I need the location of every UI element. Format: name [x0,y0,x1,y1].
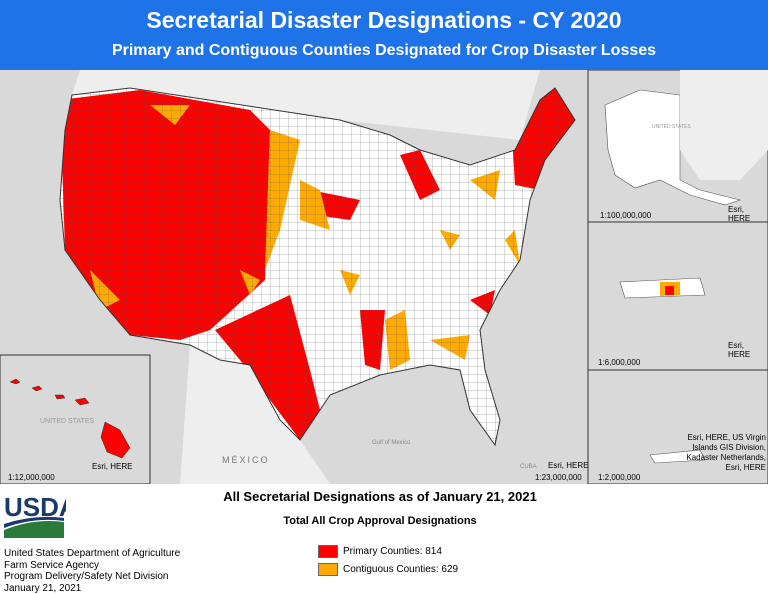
title: Secretarial Disaster Designations - CY 2… [0,7,768,34]
map-label: Gulf of Mexico [372,440,410,446]
header: Secretarial Disaster Designations - CY 2… [0,0,768,70]
map-label: MÉXICO [222,455,270,465]
pr-attribution: Esri, HERE [728,341,768,359]
vi-attribution: Esri, HERE, US Virgin Islands GIS Divisi… [680,433,766,473]
legend: Primary Counties: 814 Contiguous Counties… [318,542,458,578]
map-area [0,70,768,484]
legend-label: Primary Counties: 814 [343,546,442,557]
pr-scale: 1:6,000,000 [598,358,640,367]
legend-label: Contiguous Counties: 629 [343,564,458,575]
alaska-attribution: Esri, HERE [728,205,768,223]
main-attribution: Esri, HERE [548,461,588,470]
alaska-inset [588,70,768,222]
footer-subheading: Total All Crop Approval Designations [180,515,580,527]
agency-line: January 21, 2021 [4,583,180,594]
map-label: UNITED STATES [652,124,691,130]
agency-line: Program Delivery/Safety Net Division [4,571,180,583]
main-scale: 1:23,000,000 [535,473,582,482]
map-label: UNITED STATES [40,418,94,425]
legend-swatch [318,563,338,576]
legend-item: Primary Counties: 814 [318,542,458,560]
hawaii-attribution: Esri, HERE [92,462,132,471]
usda-logo: USDA [4,490,66,540]
vi-scale: 1:2,000,000 [598,473,640,482]
agency-line: Farm Service Agency [4,560,180,572]
legend-swatch [318,545,338,558]
subtitle: Primary and Contiguous Counties Designat… [0,42,768,60]
agency-line: United States Department of Agriculture [4,548,180,560]
hawaii-scale: 1:12,000,000 [8,473,55,482]
agency-block: United States Department of Agriculture … [4,548,180,594]
legend-item: Contiguous Counties: 629 [318,560,458,578]
alaska-scale: 1:100,000,000 [600,211,651,220]
footer-heading: All Secretarial Designations as of Janua… [180,489,580,504]
map-label: CUBA [520,464,537,470]
